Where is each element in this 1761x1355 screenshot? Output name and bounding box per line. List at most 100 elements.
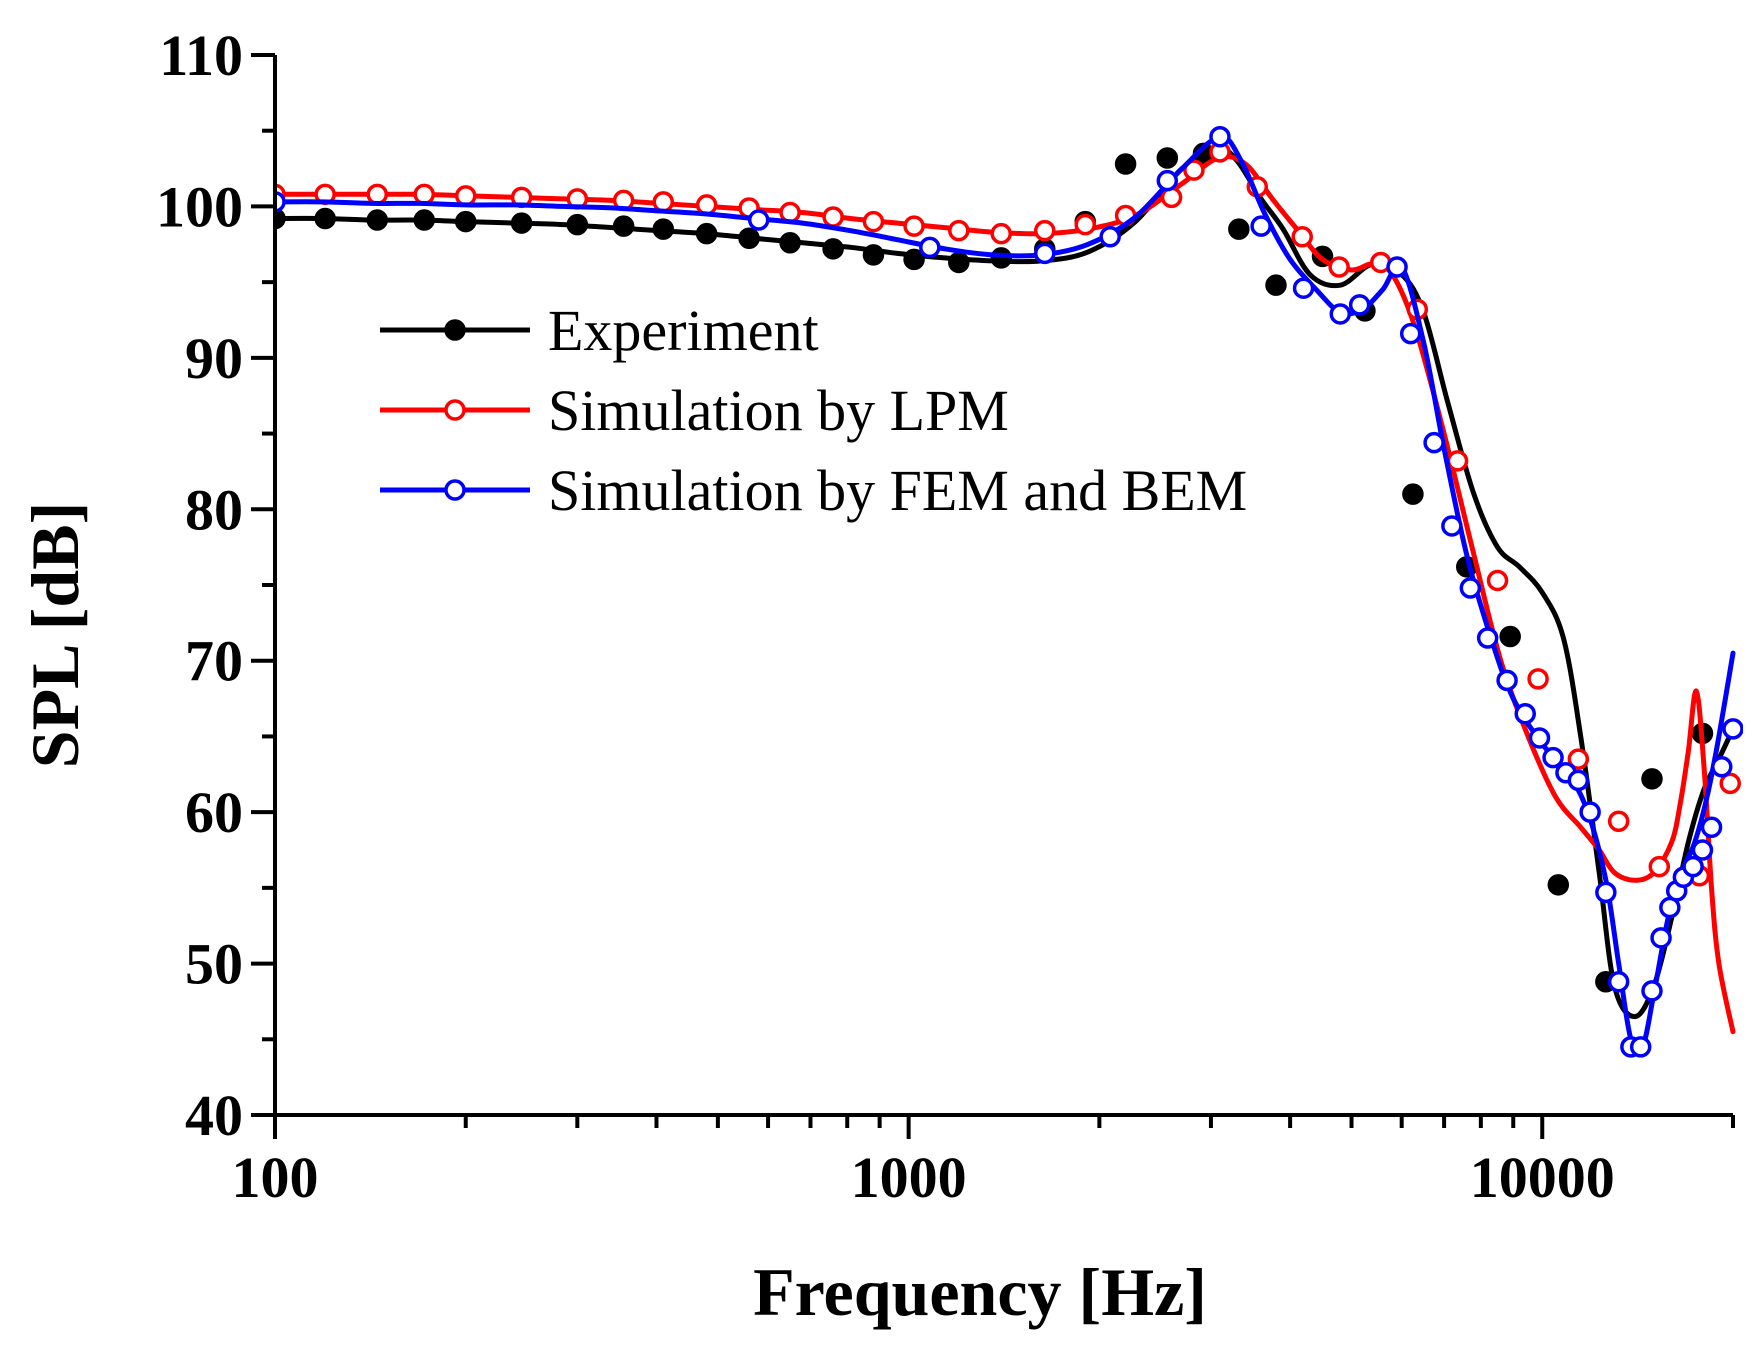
- data-point-simulation-by-fem-and-bem: [275, 191, 286, 213]
- y-tick-label: 40: [185, 1083, 243, 1148]
- data-point-simulation-by-lpm: [948, 219, 970, 242]
- data-point-simulation-by-fem-and-bem: [1099, 225, 1121, 248]
- series-layer: [275, 126, 1743, 1058]
- data-point-simulation-by-lpm: [1183, 159, 1205, 181]
- data-point-simulation-by-fem-and-bem: [1386, 256, 1408, 278]
- data-point-simulation-by-lpm: [1074, 213, 1097, 236]
- data-point-simulation-by-fem-and-bem: [1514, 702, 1536, 725]
- data-point-simulation-by-fem-and-bem: [1629, 1036, 1652, 1058]
- y-tick-label: 110: [159, 23, 243, 88]
- data-point-experiment: [275, 207, 286, 230]
- data-point-simulation-by-fem-and-bem: [1348, 294, 1371, 316]
- data-point-simulation-by-fem-and-bem: [1700, 816, 1723, 839]
- data-point-simulation-by-lpm: [1719, 772, 1741, 795]
- legend: Experiment Simulation by LPM Simulation by…: [380, 298, 1247, 523]
- y-axis-title: SPL [dB]: [17, 502, 93, 768]
- y-tick-label: 100: [156, 174, 243, 239]
- data-point-simulation-by-lpm: [862, 210, 885, 233]
- data-point-simulation-by-lpm: [903, 215, 925, 237]
- y-tick-label: 60: [185, 780, 243, 845]
- data-point-simulation-by-fem-and-bem: [1641, 980, 1663, 1002]
- legend-marker-simulation-by-lpm: [444, 399, 466, 421]
- data-point-simulation-by-fem-and-bem: [1034, 242, 1056, 265]
- data-point-simulation-by-fem-and-bem: [1459, 577, 1482, 599]
- data-point-experiment: [695, 222, 718, 245]
- data-point-experiment: [413, 209, 435, 231]
- data-point-experiment: [1547, 874, 1570, 896]
- y-tick-label: 50: [185, 932, 243, 997]
- data-point-simulation-by-lpm: [413, 183, 435, 206]
- data-point-simulation-by-lpm: [822, 206, 844, 228]
- data-point-simulation-by-lpm: [1291, 225, 1313, 248]
- x-tick-label: 100: [232, 1145, 319, 1210]
- series-line-simulation-by-lpm: [275, 154, 1736, 1035]
- legend-label-simulation-by-fem-and-bem: Simulation by FEM and BEM: [548, 458, 1247, 523]
- data-point-simulation-by-lpm: [366, 183, 388, 206]
- data-point-simulation-by-fem-and-bem: [747, 209, 770, 231]
- data-point-simulation-by-fem-and-bem: [1292, 277, 1315, 299]
- data-point-experiment: [862, 244, 885, 266]
- data-point-experiment: [948, 251, 970, 274]
- data-point-simulation-by-lpm: [1446, 450, 1469, 472]
- data-point-simulation-by-lpm: [1527, 668, 1549, 690]
- data-point-simulation-by-fem-and-bem: [1329, 303, 1352, 325]
- y-tick-label: 70: [185, 629, 243, 694]
- data-point-simulation-by-fem-and-bem: [1691, 839, 1714, 861]
- data-point-simulation-by-fem-and-bem: [1650, 927, 1672, 949]
- legend-marker-simulation-by-fem-and-bem: [444, 479, 466, 501]
- y-tick-label: 90: [185, 326, 243, 391]
- data-point-simulation-by-lpm: [1567, 748, 1590, 770]
- data-point-experiment: [1156, 147, 1179, 169]
- data-point-simulation-by-lpm: [1034, 219, 1056, 242]
- data-point-simulation-by-fem-and-bem: [1607, 970, 1630, 993]
- data-point-simulation-by-fem-and-bem: [1682, 855, 1704, 878]
- data-point-experiment: [779, 232, 801, 254]
- data-point-simulation-by-lpm: [652, 191, 675, 213]
- y-tick-label: 80: [185, 477, 243, 542]
- data-point-simulation-by-lpm: [1328, 256, 1350, 278]
- series-experiment: [275, 142, 1736, 1020]
- data-point-experiment: [1265, 274, 1287, 296]
- x-axis-title: Frequency [Hz]: [753, 1254, 1207, 1330]
- data-point-simulation-by-fem-and-bem: [1476, 627, 1499, 649]
- data-point-experiment: [366, 209, 388, 231]
- data-point-simulation-by-lpm: [1607, 810, 1630, 832]
- series-simulation-by-fem-and-bem: [275, 126, 1743, 1058]
- data-point-simulation-by-fem-and-bem: [1579, 801, 1601, 823]
- data-point-experiment: [1228, 218, 1250, 240]
- data-point-simulation-by-fem-and-bem: [1441, 515, 1463, 537]
- axes: 40 50 60 70 80 90 100 110 100 1000 10000: [156, 23, 1735, 1210]
- series-line-simulation-by-fem-and-bem: [275, 134, 1736, 1054]
- data-point-simulation-by-lpm: [454, 185, 477, 207]
- data-point-simulation-by-fem-and-bem: [1209, 126, 1231, 148]
- x-tick-label: 1000: [851, 1145, 967, 1210]
- data-point-experiment: [612, 215, 635, 237]
- legend-label-experiment: Experiment: [548, 298, 819, 363]
- data-point-experiment: [510, 212, 533, 234]
- series-simulation-by-lpm: [275, 141, 1741, 1035]
- legend-marker-experiment: [444, 319, 466, 341]
- legend-label-simulation-by-lpm: Simulation by LPM: [548, 378, 1009, 443]
- data-point-simulation-by-lpm: [1648, 855, 1671, 878]
- series-line-experiment: [275, 146, 1736, 1020]
- data-point-simulation-by-fem-and-bem: [1711, 755, 1733, 778]
- data-point-experiment: [1499, 625, 1521, 648]
- data-point-simulation-by-fem-and-bem: [919, 236, 941, 259]
- data-point-simulation-by-lpm: [1486, 569, 1509, 592]
- data-point-simulation-by-fem-and-bem: [1156, 169, 1179, 192]
- data-point-simulation-by-fem-and-bem: [1595, 881, 1617, 904]
- data-point-experiment: [454, 210, 477, 233]
- data-point-experiment: [1641, 768, 1663, 790]
- data-point-simulation-by-fem-and-bem: [1250, 215, 1272, 237]
- data-point-experiment: [314, 207, 336, 230]
- data-point-simulation-by-lpm: [990, 222, 1012, 245]
- data-point-experiment: [822, 238, 844, 260]
- data-point-simulation-by-fem-and-bem: [1567, 769, 1590, 792]
- data-point-simulation-by-fem-and-bem: [1542, 746, 1564, 769]
- data-point-experiment: [1114, 153, 1137, 175]
- data-point-experiment: [738, 227, 760, 249]
- data-point-simulation-by-fem-and-bem: [1528, 727, 1551, 749]
- data-point-simulation-by-fem-and-bem: [1496, 669, 1518, 692]
- data-point-simulation-by-fem-and-bem: [1423, 431, 1445, 454]
